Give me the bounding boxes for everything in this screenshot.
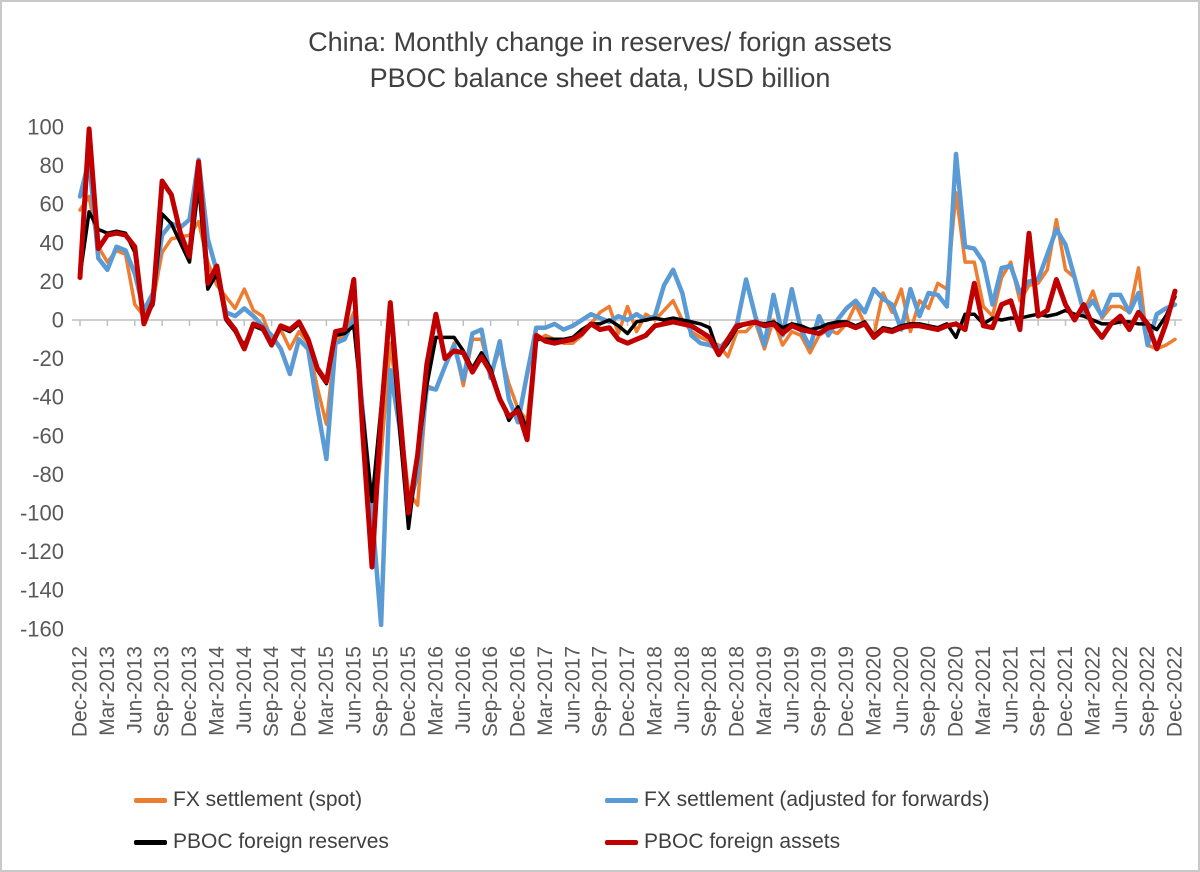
y-axis-label: -80: [32, 462, 64, 487]
x-axis-label: Dec-2022: [1164, 646, 1187, 737]
x-axis-label: Jun-2017: [561, 646, 584, 734]
x-axis-label: Sep-2014: [260, 646, 283, 737]
chart-title: China: Monthly change in reserves/ forig…: [2, 24, 1198, 96]
legend-label: PBOC foreign reserves: [173, 830, 389, 853]
series-line-fx-settlement-adjusted-for-forwards-: [77, 151, 1178, 628]
x-axis-label: Sep-2013: [151, 646, 174, 737]
legend-swatch-red: [605, 839, 638, 845]
x-axis-label: Jun-2014: [233, 646, 256, 734]
y-axis-label: -60: [32, 423, 64, 448]
x-axis-label: Mar-2021: [972, 646, 995, 736]
y-axis-label: 60: [40, 192, 64, 217]
legend-label: PBOC foreign assets: [644, 830, 841, 853]
x-axis-label: Sep-2017: [589, 646, 612, 737]
x-axis-label: Jun-2015: [342, 646, 365, 734]
y-axis-label: 0: [52, 308, 64, 333]
x-axis-label: Mar-2022: [1081, 646, 1104, 736]
x-axis-label: Dec-2021: [1054, 646, 1077, 737]
legend-item-fx-forwards: FX settlement (adjusted for forwards): [605, 788, 989, 812]
x-axis-label: Jun-2013: [123, 646, 146, 734]
x-axis-label: Dec-2014: [288, 646, 311, 737]
x-axis-label: Jun-2020: [890, 646, 913, 734]
x-axis-label: Mar-2014: [205, 646, 228, 736]
x-axis-label: Dec-2017: [616, 646, 639, 737]
y-axis-label: 80: [40, 153, 64, 178]
x-axis-label: Jun-2022: [1109, 646, 1132, 734]
legend-label: FX settlement (adjusted for forwards): [644, 788, 990, 811]
x-axis-label: Sep-2021: [1027, 646, 1050, 737]
legend-swatch-blue: [605, 797, 638, 803]
x-axis-label: Mar-2017: [534, 646, 557, 736]
x-axis-label: Dec-2016: [507, 646, 530, 737]
x-axis-label: Dec-2018: [726, 646, 749, 737]
series-line-fx-settlement-spot-: [78, 190, 1177, 538]
x-axis-label: Jun-2019: [780, 646, 803, 734]
y-axis-label: 40: [40, 230, 64, 255]
x-axis-label: Mar-2020: [862, 646, 885, 736]
x-axis-label: Mar-2016: [424, 646, 447, 736]
x-axis-label: Mar-2019: [753, 646, 776, 736]
y-axis-label: -160: [20, 616, 64, 641]
x-axis-label: Dec-2015: [397, 646, 420, 737]
y-axis-label: -100: [20, 501, 64, 526]
x-axis-label: Sep-2022: [1136, 646, 1159, 737]
x-axis-label: Dec-2012: [69, 646, 92, 737]
x-axis-label: Jun-2021: [999, 646, 1022, 734]
x-axis-label: Sep-2020: [917, 646, 940, 737]
x-axis-label: Sep-2019: [808, 646, 831, 737]
series-line-pboc-foreign-assets: [77, 126, 1178, 570]
y-axis-label: 20: [40, 269, 64, 294]
x-axis-label: Dec-2020: [945, 646, 968, 737]
x-axis-label: Sep-2018: [698, 646, 721, 737]
x-axis-label: Dec-2019: [835, 646, 858, 737]
chart-title-line2: PBOC balance sheet data, USD billion: [369, 63, 831, 93]
legend-label: FX settlement (spot): [173, 788, 363, 811]
x-axis-label: Jun-2016: [452, 646, 475, 734]
y-axis-label: 100: [27, 115, 64, 140]
x-axis-label: Sep-2016: [479, 646, 502, 737]
legend-item-fx-spot: FX settlement (spot): [134, 788, 362, 812]
legend-item-pboc-assets: PBOC foreign assets: [605, 830, 840, 854]
legend-item-pboc-reserves: PBOC foreign reserves: [134, 830, 389, 854]
legend-swatch-orange: [134, 797, 167, 803]
x-axis-label: Mar-2018: [643, 646, 666, 736]
y-axis-label: -20: [32, 346, 64, 371]
series-line-pboc-foreign-reserves: [78, 183, 1177, 531]
y-axis-label: -40: [32, 385, 64, 410]
y-axis-label: -140: [20, 578, 64, 603]
x-axis-label: Mar-2013: [96, 646, 119, 736]
y-axis-label: -120: [20, 539, 64, 564]
legend-swatch-black: [134, 839, 167, 845]
x-axis-label: Mar-2015: [315, 646, 338, 736]
chart-title-line1: China: Monthly change in reserves/ forig…: [308, 27, 892, 57]
x-axis-label: Sep-2015: [370, 646, 393, 737]
x-axis-label: Jun-2018: [671, 646, 694, 734]
x-axis-label: Dec-2013: [178, 646, 201, 737]
